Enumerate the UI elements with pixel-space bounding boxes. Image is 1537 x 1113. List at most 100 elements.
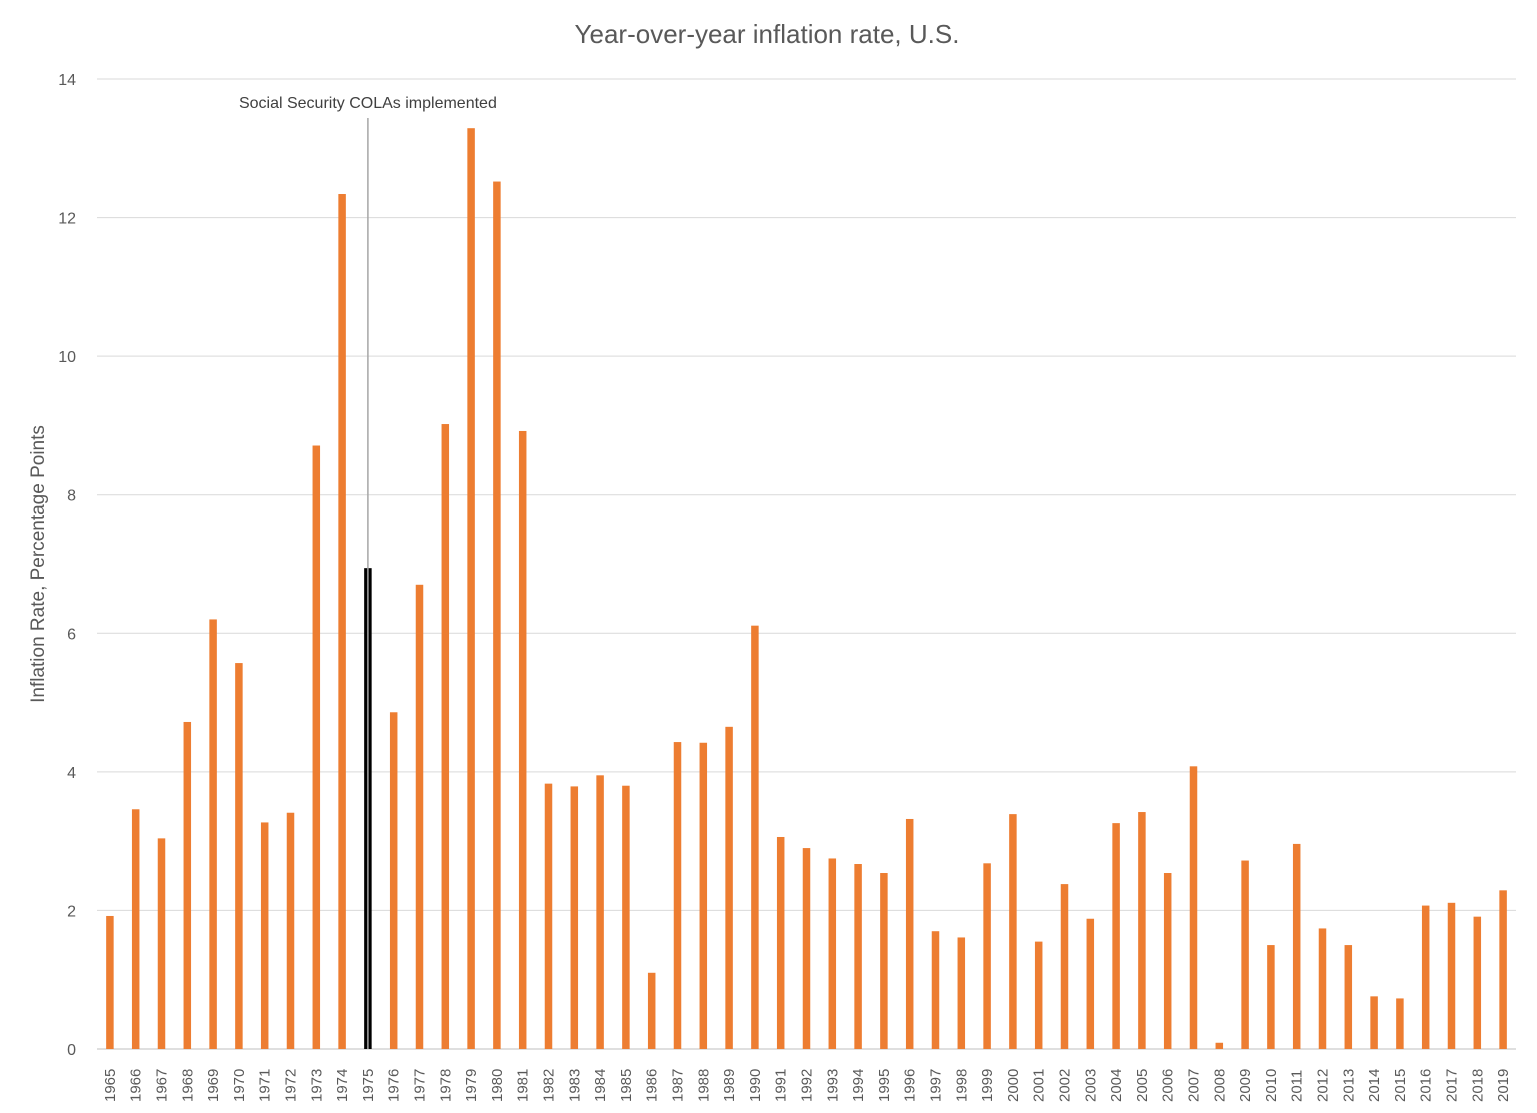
bar-2009 bbox=[1241, 860, 1249, 1049]
bar-2003 bbox=[1086, 918, 1095, 1049]
bar-1978 bbox=[441, 424, 450, 1049]
bar-1983 bbox=[570, 786, 579, 1049]
x-tick-label: 2017 bbox=[1444, 1069, 1461, 1102]
bar-2006 bbox=[1163, 873, 1172, 1049]
bar-1997 bbox=[931, 931, 940, 1049]
bar-2013 bbox=[1344, 945, 1353, 1049]
bar-2016 bbox=[1421, 905, 1430, 1049]
x-tick-label: 1979 bbox=[463, 1069, 480, 1102]
x-tick-label: 2010 bbox=[1263, 1069, 1280, 1102]
x-tick-label: 1972 bbox=[283, 1069, 300, 1102]
bar-1981 bbox=[518, 430, 527, 1049]
x-tick-label: 2005 bbox=[1134, 1069, 1151, 1102]
x-tick-label: 1965 bbox=[102, 1069, 119, 1102]
x-tick-label: 2018 bbox=[1469, 1069, 1486, 1102]
bar-2015 bbox=[1396, 998, 1404, 1049]
y-tick-label: 6 bbox=[67, 626, 76, 643]
bar-1966 bbox=[131, 809, 140, 1049]
x-tick-label: 2002 bbox=[1057, 1069, 1074, 1102]
x-tick-label: 1966 bbox=[128, 1069, 145, 1102]
x-tick-label: 1994 bbox=[850, 1069, 867, 1102]
x-tick-label: 1969 bbox=[205, 1069, 222, 1102]
x-tick-label: 1992 bbox=[799, 1069, 816, 1102]
y-axis-ticks: 0 2 4 6 8 10 12 14 bbox=[58, 72, 76, 1059]
bar-1968 bbox=[183, 721, 192, 1049]
y-tick-label: 2 bbox=[67, 903, 76, 920]
bar-2012 bbox=[1318, 928, 1327, 1049]
bar-1965 bbox=[106, 915, 114, 1049]
bar-1976 bbox=[389, 712, 398, 1049]
x-tick-label: 1978 bbox=[437, 1069, 454, 1102]
bar-2004 bbox=[1112, 823, 1120, 1049]
x-tick-label: 1971 bbox=[257, 1069, 274, 1102]
bar-1982 bbox=[544, 783, 553, 1049]
bar-1994 bbox=[854, 864, 862, 1049]
bar-1977 bbox=[415, 584, 424, 1049]
chart-title: Year-over-year inflation rate, U.S. bbox=[575, 19, 960, 49]
bar-1970 bbox=[235, 663, 243, 1049]
y-tick-label: 4 bbox=[67, 765, 76, 782]
bar-1993 bbox=[828, 858, 837, 1049]
x-tick-label: 2016 bbox=[1418, 1069, 1435, 1102]
x-axis-ticks: 1965 1966 1967 1968 1969 1970 1971 1972 1973 1974… bbox=[102, 1069, 1512, 1102]
x-tick-label: 2000 bbox=[1005, 1069, 1022, 1102]
x-tick-label: 2012 bbox=[1315, 1069, 1332, 1102]
y-tick-label: 0 bbox=[67, 1042, 76, 1059]
bar-1973 bbox=[312, 445, 321, 1049]
x-tick-label: 1981 bbox=[515, 1069, 532, 1102]
bar-1990 bbox=[751, 625, 759, 1049]
bar-1991 bbox=[776, 836, 785, 1049]
y-axis-label: Inflation Rate, Percentage Points bbox=[28, 425, 49, 703]
bar-1992 bbox=[802, 848, 811, 1049]
bar-1974 bbox=[338, 194, 346, 1049]
x-tick-label: 1989 bbox=[721, 1069, 738, 1102]
bar-1988 bbox=[699, 742, 708, 1049]
bar-1980 bbox=[493, 181, 501, 1050]
x-tick-label: 1984 bbox=[592, 1069, 609, 1102]
bar-2019 bbox=[1499, 890, 1507, 1049]
x-tick-label: 2003 bbox=[1082, 1069, 1099, 1102]
x-tick-label: 2014 bbox=[1366, 1069, 1383, 1102]
y-tick-label: 14 bbox=[58, 72, 76, 89]
x-tick-label: 2004 bbox=[1108, 1069, 1125, 1102]
bar-2011 bbox=[1292, 843, 1301, 1049]
x-tick-label: 1995 bbox=[876, 1069, 893, 1102]
y-tick-label: 10 bbox=[58, 349, 76, 366]
bar-1998 bbox=[957, 937, 966, 1049]
x-tick-label: 1991 bbox=[773, 1069, 790, 1102]
x-tick-label: 1970 bbox=[231, 1069, 248, 1102]
bar-2010 bbox=[1267, 945, 1275, 1049]
bar-1985 bbox=[622, 785, 630, 1049]
x-tick-label: 1982 bbox=[541, 1069, 558, 1102]
x-tick-label: 1997 bbox=[928, 1069, 945, 1102]
bar-2001 bbox=[1034, 941, 1043, 1049]
x-tick-label: 2001 bbox=[1031, 1069, 1048, 1102]
x-tick-label: 1985 bbox=[618, 1069, 635, 1102]
bar-1999 bbox=[983, 863, 991, 1049]
x-tick-label: 2009 bbox=[1237, 1069, 1254, 1102]
x-tick-label: 1976 bbox=[386, 1069, 403, 1102]
x-tick-label: 2008 bbox=[1211, 1069, 1228, 1102]
gridlines bbox=[97, 78, 1516, 1050]
x-tick-label: 2019 bbox=[1495, 1069, 1512, 1102]
bar-1996 bbox=[905, 818, 914, 1049]
x-tick-label: 1983 bbox=[566, 1069, 583, 1102]
bar-1986 bbox=[647, 972, 656, 1049]
x-tick-label: 1999 bbox=[979, 1069, 996, 1102]
bar-2005 bbox=[1138, 812, 1146, 1049]
x-tick-label: 1988 bbox=[695, 1069, 712, 1102]
x-tick-label: 1967 bbox=[154, 1069, 171, 1102]
bar-2007 bbox=[1189, 766, 1198, 1049]
x-tick-label: 2006 bbox=[1160, 1069, 1177, 1102]
x-tick-label: 1993 bbox=[824, 1069, 841, 1102]
bar-1989 bbox=[725, 726, 733, 1049]
bar-1972 bbox=[286, 812, 295, 1049]
bar-2018 bbox=[1473, 916, 1482, 1049]
bar-1995 bbox=[880, 873, 888, 1049]
bar-1967 bbox=[157, 838, 166, 1049]
bar-2008 bbox=[1215, 1042, 1224, 1049]
bar-2014 bbox=[1370, 996, 1378, 1049]
bar-1984 bbox=[596, 775, 604, 1049]
bar-1969 bbox=[209, 619, 217, 1049]
annotation-label: Social Security COLAs implemented bbox=[239, 95, 497, 112]
